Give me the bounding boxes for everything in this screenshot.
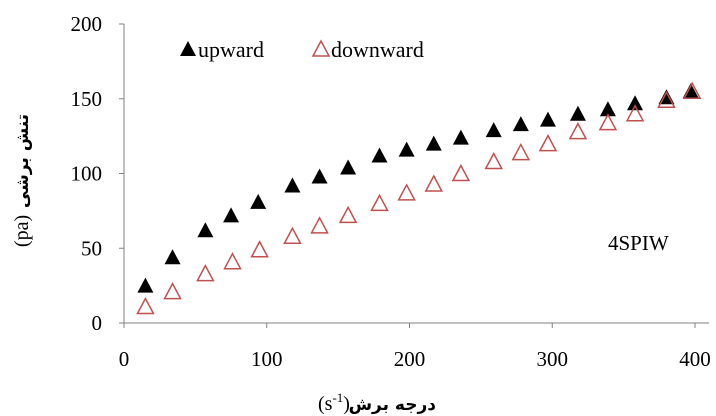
ticks: 0 100 200 300 400 0 50 100 150 200	[71, 12, 711, 371]
downward-point	[451, 163, 471, 182]
y-tick-label: 200	[71, 12, 103, 36]
downward-point	[250, 240, 269, 258]
upward-point	[223, 207, 240, 223]
downward-point	[538, 134, 558, 152]
x-tick-label: 200	[394, 347, 426, 371]
downward-point	[625, 104, 645, 122]
downward-point	[424, 174, 444, 192]
downward-point	[682, 81, 702, 100]
legend-label-downward: downward	[331, 37, 424, 62]
upward-point	[371, 147, 388, 163]
downward-point	[196, 264, 215, 282]
upward-point	[452, 129, 469, 145]
x-tick-label: 400	[679, 347, 711, 371]
upward-point	[425, 135, 442, 151]
upward-point	[197, 222, 214, 238]
downward-point	[310, 216, 329, 234]
upward-point	[627, 95, 644, 111]
downward-point	[283, 226, 302, 245]
upward-point	[164, 249, 181, 265]
y-tick-label: 0	[92, 311, 103, 335]
y-axis-title-group: تنش برشی (pa)	[11, 110, 33, 247]
x-tick-label: 300	[537, 347, 569, 371]
x-tick-label: 0	[119, 347, 130, 371]
downward-point	[657, 90, 676, 108]
upward-point	[250, 193, 267, 209]
y-tick-label: 100	[71, 162, 103, 186]
downward-point	[136, 296, 155, 315]
x-axis-title: درجه برش	[349, 395, 437, 415]
upward-point	[599, 101, 616, 117]
data-points	[136, 81, 702, 315]
upward-point	[569, 105, 586, 121]
upward-point	[137, 277, 154, 293]
x-axis-unit-exponent: -1	[332, 390, 343, 405]
downward-point	[370, 193, 389, 212]
upward-point	[539, 111, 556, 127]
annotation-label: 4SPIW	[608, 231, 669, 255]
downward-point	[511, 142, 531, 161]
y-tick-label: 150	[71, 87, 103, 111]
downward-point	[598, 113, 618, 131]
legend-marker-downward	[311, 39, 331, 57]
upward-point	[512, 116, 529, 132]
y-tick-label: 50	[81, 236, 102, 260]
downward-point	[484, 151, 503, 170]
upward-point	[485, 122, 502, 138]
x-axis-title-group: (s-1) درجه برش	[318, 390, 436, 415]
x-tick-label: 100	[251, 347, 283, 371]
y-axis-unit: (pa)	[11, 215, 33, 247]
y-axis-title: تنش برشی	[13, 114, 33, 208]
y-axis-title-wrap: تنش برشی (pa)	[11, 110, 33, 247]
downward-point	[397, 183, 416, 201]
downward-point	[223, 252, 242, 270]
downward-point	[163, 282, 182, 300]
legend-label-upward: upward	[198, 37, 264, 62]
upward-point	[284, 177, 301, 193]
upward-point	[340, 159, 357, 175]
downward-point	[338, 205, 358, 224]
downward-point	[568, 122, 588, 140]
legend-marker-upward	[180, 41, 196, 56]
legend: upward downward	[180, 37, 424, 62]
upward-point	[311, 168, 328, 184]
x-axis-unit: (s-1)	[318, 390, 350, 415]
upward-point	[398, 141, 415, 157]
x-axis-unit-close: )	[343, 393, 350, 415]
